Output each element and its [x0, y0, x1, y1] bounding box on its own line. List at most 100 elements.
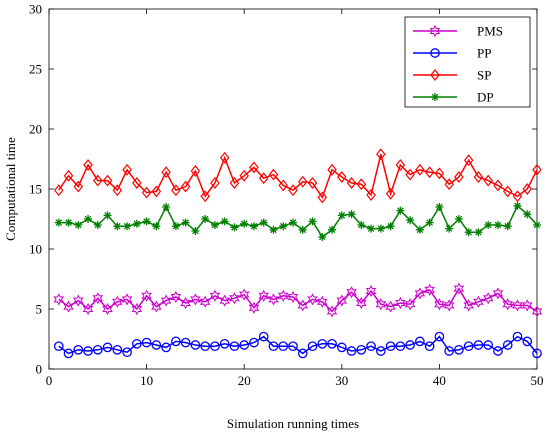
- data-point-dp: [484, 221, 493, 229]
- data-point-pp: [532, 348, 542, 359]
- data-point-pms: [326, 305, 338, 318]
- data-point-dp: [376, 224, 385, 233]
- data-point-pp: [288, 341, 298, 352]
- data-point-pms: [512, 299, 523, 312]
- data-point-sp: [63, 169, 74, 182]
- data-point-pp: [141, 337, 152, 348]
- data-point-pms: [395, 296, 406, 310]
- data-point-pms: [219, 294, 230, 307]
- data-point-sp: [522, 183, 533, 195]
- data-point-pms: [307, 293, 318, 306]
- data-point-dp: [415, 225, 424, 234]
- data-point-pms: [112, 295, 123, 308]
- legend-marker-pp: [430, 48, 440, 58]
- data-point-dp: [289, 218, 297, 227]
- data-point-sp: [132, 177, 142, 189]
- data-point-dp: [513, 201, 522, 210]
- y-axis-label: Computational time: [3, 137, 18, 241]
- data-point-pp: [366, 341, 376, 352]
- data-point-pms: [317, 295, 328, 308]
- data-point-pms: [277, 289, 289, 302]
- data-point-pms: [82, 302, 94, 316]
- axis-ticks: 0 10 20 30 40 50 0 5 10 15 20 25 30: [29, 2, 544, 389]
- data-point-pp: [122, 347, 132, 358]
- data-point-pms: [190, 293, 201, 306]
- data-point-pp: [522, 336, 533, 347]
- data-point-pp: [180, 337, 191, 348]
- data-point-pms: [336, 294, 348, 307]
- data-point-pms: [463, 299, 474, 312]
- data-point-sp: [493, 179, 503, 192]
- data-point-pms: [473, 295, 484, 308]
- data-point-sp: [93, 174, 103, 187]
- data-point-dp: [493, 221, 502, 229]
- data-point-pp: [463, 341, 474, 352]
- data-point-pp: [434, 331, 445, 342]
- x-tick-label: 10: [140, 373, 153, 388]
- data-point-pms: [453, 282, 465, 295]
- data-point-dp: [298, 225, 307, 234]
- data-point-dp: [269, 225, 278, 234]
- data-point-pms: [424, 283, 435, 296]
- data-point-pp: [327, 338, 337, 349]
- data-point-pp: [131, 338, 142, 349]
- data-point-dp: [454, 215, 463, 223]
- data-point-dp: [142, 217, 151, 226]
- data-point-sp: [258, 172, 269, 185]
- y-tick-label: 20: [29, 122, 42, 137]
- data-point-sp: [151, 185, 162, 198]
- series-layer: [53, 148, 543, 359]
- data-point-sp: [512, 190, 523, 203]
- data-point-dp: [162, 203, 171, 211]
- data-point-dp: [259, 218, 268, 227]
- data-point-sp: [376, 148, 386, 161]
- data-point-pms: [170, 290, 182, 304]
- data-point-pms: [385, 300, 396, 313]
- data-point-pms: [141, 289, 152, 302]
- data-point-pms: [268, 293, 279, 306]
- data-point-pms: [258, 289, 269, 302]
- data-point-dp: [123, 222, 132, 231]
- data-point-sp: [297, 175, 308, 188]
- data-point-dp: [357, 221, 366, 229]
- data-point-pms: [92, 292, 104, 305]
- data-point-sp: [83, 159, 93, 171]
- data-point-sp: [229, 177, 240, 189]
- data-point-pp: [502, 340, 513, 350]
- data-point-sp: [337, 171, 347, 183]
- data-point-pp: [83, 346, 93, 356]
- data-point-pp: [424, 341, 435, 352]
- data-point-sp: [473, 171, 484, 183]
- data-point-pms: [73, 294, 84, 307]
- data-point-sp: [219, 151, 230, 164]
- x-tick-label: 40: [433, 373, 446, 388]
- data-point-dp: [308, 217, 317, 226]
- data-point-pp: [336, 342, 347, 353]
- legend-marker-pms: [429, 24, 441, 38]
- data-point-pms: [151, 300, 162, 313]
- data-point-pp: [307, 341, 318, 352]
- data-point-pp: [278, 341, 289, 352]
- data-point-pp: [297, 348, 308, 359]
- data-point-dp: [152, 222, 161, 231]
- data-point-pp: [444, 346, 455, 356]
- series-line-sp: [58, 154, 538, 200]
- data-point-sp: [288, 184, 298, 197]
- data-point-dp: [464, 228, 473, 237]
- data-point-pp: [405, 340, 415, 350]
- data-point-sp: [112, 184, 123, 197]
- data-point-sp: [424, 166, 435, 179]
- data-point-pms: [287, 290, 299, 304]
- data-point-sp: [102, 174, 113, 187]
- y-tick-label: 0: [36, 362, 43, 377]
- data-point-pp: [219, 338, 230, 349]
- data-point-sp: [307, 177, 318, 189]
- legend-box: [404, 16, 531, 108]
- data-point-sp: [444, 178, 454, 191]
- data-point-pp: [356, 344, 367, 355]
- data-point-dp: [337, 211, 346, 220]
- legend-label-pp: PP: [477, 46, 491, 61]
- data-point-pms: [199, 295, 211, 308]
- data-point-dp: [93, 221, 102, 229]
